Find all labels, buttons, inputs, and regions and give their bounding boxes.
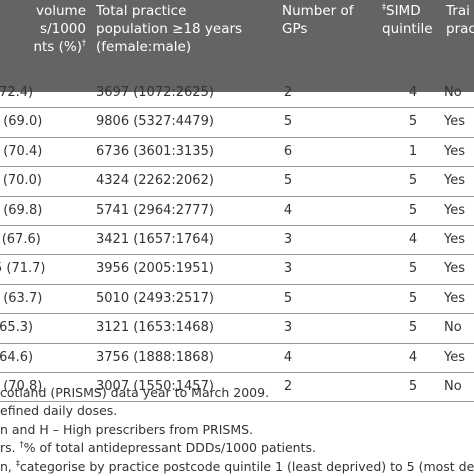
cell-training: No: [444, 85, 462, 100]
cell-gps: 3: [283, 261, 293, 277]
header-volume-ddds: volume s/1000 nts (%)†: [0, 2, 86, 56]
cell-simd: 5: [408, 114, 418, 130]
cell-population: 3756 (1888:1868): [96, 349, 214, 365]
cell-simd: 5: [408, 202, 418, 218]
cell-training: Yes: [444, 202, 465, 218]
footnote-text: n,: [0, 458, 16, 474]
footnote-total-ddds: rs. †% of total antidepressant DDDs/1000…: [0, 439, 474, 457]
cell-population: 6736 (3601:3135): [96, 143, 214, 159]
cell-population: 5741 (2964:2777): [96, 202, 214, 218]
footnote-double-dagger-mark: ‡: [15, 458, 20, 468]
table-row: ) (70.4) 6736 (3601:3135) 6 1 Yes: [0, 137, 474, 168]
table-row: (64.6) 3756 (1888:1868) 4 4 Yes: [0, 343, 474, 373]
cell-training: Yes: [444, 261, 465, 277]
cell-gps: 2: [283, 379, 293, 394]
cell-gps: 2: [283, 85, 293, 100]
cell-training: Yes: [444, 173, 465, 189]
header-practice-population: Total practice population ≥18 years (fem…: [96, 3, 243, 55]
cell-volume: ) (63.7): [0, 290, 43, 306]
cell-simd: 5: [408, 173, 418, 189]
cell-volume: ) (69.8): [0, 202, 43, 218]
cell-training: No: [444, 379, 462, 394]
footnote-ddd: efined daily doses.: [0, 403, 118, 419]
header-simd-text: SIMD quintile: [382, 3, 433, 37]
table-header: volume s/1000 nts (%)† Total practice po…: [0, 0, 474, 92]
cell-training: Yes: [444, 143, 465, 159]
header-number-of-gps: Number of GPs: [282, 3, 354, 37]
cell-simd: 4: [408, 349, 418, 365]
footnote-text: % of total antidepressant DDDs/1000 pati…: [23, 440, 316, 456]
cell-population: 3421 (1657:1764): [96, 232, 214, 247]
cell-simd: 5: [408, 290, 418, 306]
header-volume-text: volume s/1000 nts (%): [33, 3, 86, 55]
cell-population: 3007 (1550:1457): [96, 379, 214, 394]
footnote-prescribers: n and H – High prescribers from PRISMS.: [0, 421, 254, 437]
cell-volume: ) (70.8): [0, 379, 43, 394]
cell-simd: 1: [408, 143, 418, 159]
cell-volume: (65.3): [0, 320, 34, 336]
cell-gps: 5: [283, 114, 293, 130]
table-row: ) (70.8) 3007 (1550:1457) 2 5 No: [0, 372, 474, 403]
table-row: ) (69.0) 9806 (5327:4479) 5 5 Yes: [0, 107, 474, 138]
cell-training: Yes: [444, 290, 465, 306]
cell-gps: 4: [283, 202, 293, 218]
cell-volume: - (70.0): [0, 173, 42, 189]
cell-training: No: [444, 320, 462, 336]
table-footnotes: cotland (PRISMS) data year to March 2009…: [0, 384, 474, 476]
cell-volume: (64.6): [0, 349, 34, 365]
cell-simd: 4: [408, 85, 418, 100]
header-training-practice: Trai prac: [446, 3, 474, 37]
cell-gps: 3: [283, 320, 293, 336]
table-row: (72.4) 3697 (1072:2625) 2 4 No: [0, 78, 474, 109]
footnote-prisms-data: cotland (PRISMS) data year to March 2009…: [0, 385, 270, 400]
cell-training: Yes: [444, 232, 465, 247]
table-row: - (70.0) 4324 (2262:2062) 5 5 Yes: [0, 166, 474, 197]
cell-volume: ) (69.0): [0, 114, 43, 130]
footnote-dagger-mark: †: [19, 440, 24, 450]
cell-population: 3697 (1072:2625): [96, 85, 214, 100]
cell-gps: 4: [283, 349, 293, 365]
cell-simd: 5: [408, 261, 418, 277]
footnote-text: rs.: [0, 440, 20, 456]
cell-simd: 4: [408, 232, 418, 247]
table-row: ) (69.8) 5741 (2964:2777) 4 5 Yes: [0, 196, 474, 226]
cell-volume: ) (70.4): [0, 143, 43, 159]
cell-training: Yes: [444, 349, 465, 365]
cell-gps: 6: [283, 143, 293, 159]
cell-population: 5010 (2493:2517): [96, 290, 214, 306]
cell-simd: 5: [408, 320, 418, 336]
cell-population: 3956 (2005:1951): [96, 261, 214, 277]
table-row: ' (67.6) 3421 (1657:1764) 3 4 Yes: [0, 225, 474, 256]
cell-volume: 5 (71.7): [0, 261, 46, 277]
cell-volume: ' (67.6): [0, 232, 41, 247]
table-row: 5 (71.7) 3956 (2005:1951) 3 5 Yes: [0, 254, 474, 285]
cell-population: 4324 (2262:2062): [96, 173, 214, 189]
footnote-text: categorise by practice postcode quintile…: [19, 458, 474, 474]
table-row: (65.3) 3121 (1653:1468) 3 5 No: [0, 313, 474, 344]
cell-simd: 5: [408, 379, 418, 394]
footnote-simd: n, ‡categorise by practice postcode quin…: [0, 458, 474, 476]
header-simd-quintile: ‡SIMD quintile: [382, 2, 472, 38]
cell-gps: 5: [283, 290, 293, 306]
cell-gps: 3: [283, 232, 293, 247]
cell-gps: 5: [283, 173, 293, 189]
cell-training: Yes: [444, 114, 465, 130]
cell-population: 9806 (5327:4479): [96, 114, 214, 130]
header-dagger-mark: †: [82, 38, 86, 48]
cell-volume: (72.4): [0, 85, 34, 100]
cell-population: 3121 (1653:1468): [96, 320, 214, 336]
header-double-dagger-mark: ‡: [382, 2, 386, 12]
table-row: ) (63.7) 5010 (2493:2517) 5 5 Yes: [0, 284, 474, 315]
